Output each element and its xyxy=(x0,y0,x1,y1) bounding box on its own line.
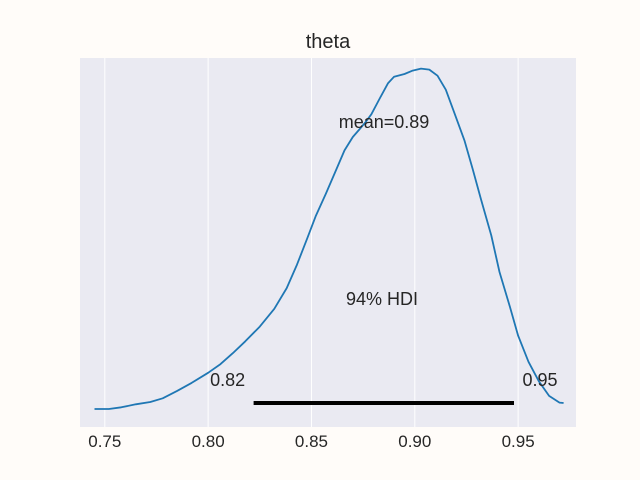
hdi-low-label: 0.82 xyxy=(210,370,245,390)
density-curves xyxy=(94,67,564,410)
hdi-label: 94% HDI xyxy=(346,289,418,309)
x-tick-label: 0.75 xyxy=(88,432,121,451)
x-tick-label: 0.95 xyxy=(502,432,535,451)
plot-area xyxy=(80,58,576,427)
mean-label: mean=0.89 xyxy=(339,112,430,132)
hdi-high-label: 0.95 xyxy=(522,370,557,390)
grid-lines xyxy=(104,58,519,427)
x-tick-label: 0.80 xyxy=(192,432,225,451)
x-tick-label: 0.90 xyxy=(398,432,431,451)
chart-title: theta xyxy=(306,31,351,53)
x-axis-ticks: 0.75 0.80 0.85 0.90 0.95 xyxy=(88,432,534,451)
x-tick-label: 0.85 xyxy=(295,432,328,451)
hdi-group: 0.82 0.95 xyxy=(210,370,558,405)
density-curve xyxy=(94,67,564,410)
